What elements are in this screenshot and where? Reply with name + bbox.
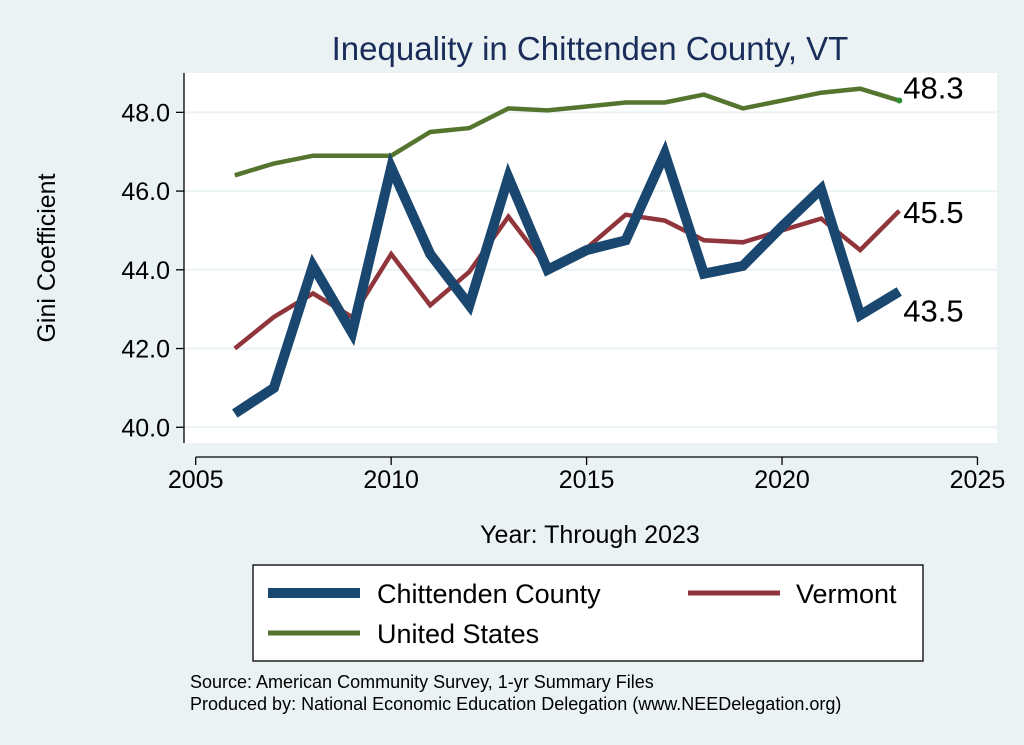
series-line-united-states: [234, 86, 900, 178]
united-states-end-marker: [896, 97, 903, 104]
y-tick-label: 46.0: [121, 178, 170, 206]
y-axis-title: Gini Coefficient: [33, 173, 61, 342]
x-tick-label: 2005: [168, 466, 224, 494]
end-labels: 43.5 45.5 48.3: [896, 71, 964, 328]
legend-box: [252, 564, 924, 662]
x-tick-label: 2020: [754, 466, 810, 494]
end-label-chittenden-county: 43.5: [903, 293, 963, 328]
series-line-chittenden-county: [232, 139, 902, 418]
y-tick-label: 42.0: [121, 336, 170, 364]
legend: Chittenden County Vermont United States: [252, 564, 924, 662]
y-tick-label: 40.0: [121, 414, 170, 442]
x-tick-label: 2010: [363, 466, 419, 494]
legend-label-vermont: Vermont: [796, 579, 897, 609]
y-tick-label: 48.0: [121, 99, 170, 127]
producer-note: Produced by: National Economic Education…: [190, 694, 841, 714]
end-label-vermont: 45.5: [903, 195, 963, 230]
plot-area: [184, 73, 997, 443]
legend-label-united-states: United States: [377, 619, 539, 649]
end-label-united-states: 48.3: [903, 71, 963, 106]
source-note: Source: American Community Survey, 1-yr …: [190, 672, 654, 692]
axes: 40.0 42.0 44.0 46.0 48.0 2005 2010 2015 2020 2025: [121, 73, 1005, 494]
series-lines: [232, 86, 902, 418]
y-tick-label: 44.0: [121, 257, 170, 285]
x-axis-title: Year: Through 2023: [480, 521, 700, 549]
chart-title: Inequality in Chittenden County, VT: [332, 30, 849, 67]
x-tick-label: 2025: [950, 466, 1006, 494]
legend-label-chittenden: Chittenden County: [377, 579, 601, 609]
x-tick-label: 2015: [559, 466, 615, 494]
